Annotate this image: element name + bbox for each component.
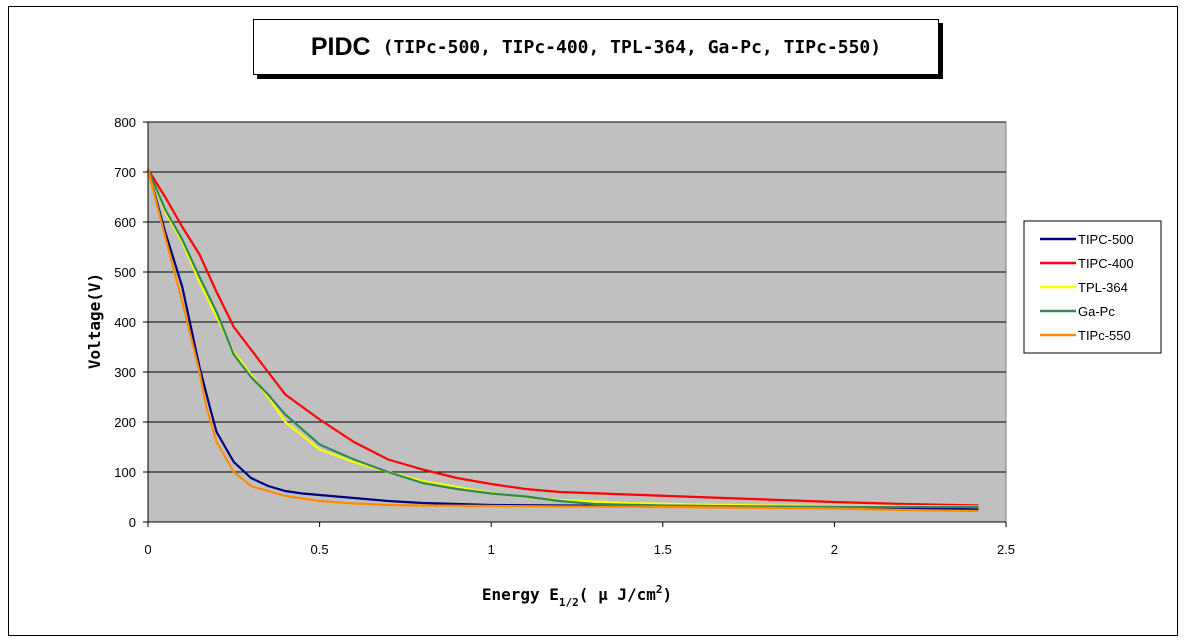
y-tick-label: 500 (114, 265, 136, 280)
x-tick-label: 0.5 (311, 542, 329, 557)
chart-title-box: PIDC (TIPc-500, TIPc-400, TPL-364, Ga-Pc… (253, 19, 939, 75)
tick-labels: 0 100 200 300 400 500 600 700 800 0 0.5 1 1.5 2 2.5 (114, 115, 1015, 557)
y-tick-label: 0 (129, 515, 136, 530)
series-line-4 (146, 169, 979, 509)
x-axis-title-unit: ( μ J/cm (579, 585, 656, 604)
axes (143, 121, 1007, 527)
series-line-2 (147, 168, 979, 507)
legend-label: TIPC-400 (1078, 256, 1134, 271)
y-tick-label: 100 (114, 465, 136, 480)
y-tick-label: 700 (114, 165, 136, 180)
x-axis-title-subscript: 1/2 (559, 596, 579, 609)
y-tick-label: 300 (114, 365, 136, 380)
y-tick-label: 400 (114, 315, 136, 330)
legend-label: Ga-Pc (1078, 304, 1115, 319)
legend-label: TIPC-500 (1078, 232, 1134, 247)
x-tick-label: 1.5 (654, 542, 672, 557)
x-tick-label: 2 (831, 542, 838, 557)
x-tick-label: 0 (144, 542, 151, 557)
series-line-5 (146, 169, 979, 513)
series-lines (146, 168, 979, 513)
chart-subtitle: (TIPc-500, TIPc-400, TPL-364, Ga-Pc, TIP… (382, 36, 882, 58)
y-tick-label: 600 (114, 215, 136, 230)
y-tick-label: 200 (114, 415, 136, 430)
y-axis-title: Voltage(V) (85, 273, 104, 369)
y-tick-label: 800 (114, 115, 136, 130)
x-tick-label: 1 (488, 542, 495, 557)
legend-label: TPL-364 (1078, 280, 1128, 295)
legend: TIPC-500 TIPC-400 TPL-364 Ga-Pc TIPc-550 (1023, 220, 1162, 354)
x-axis-title-superscript: 2 (656, 583, 663, 596)
x-axis-title-main: Energy E (482, 585, 559, 604)
chart-title: PIDC (310, 32, 371, 61)
x-axis-title-close: ) (662, 585, 672, 604)
x-tick-label: 2.5 (997, 542, 1015, 557)
legend-label: TIPc-550 (1078, 328, 1131, 343)
x-axis-title: Energy E1/2( μ J/cm2) (482, 583, 672, 609)
